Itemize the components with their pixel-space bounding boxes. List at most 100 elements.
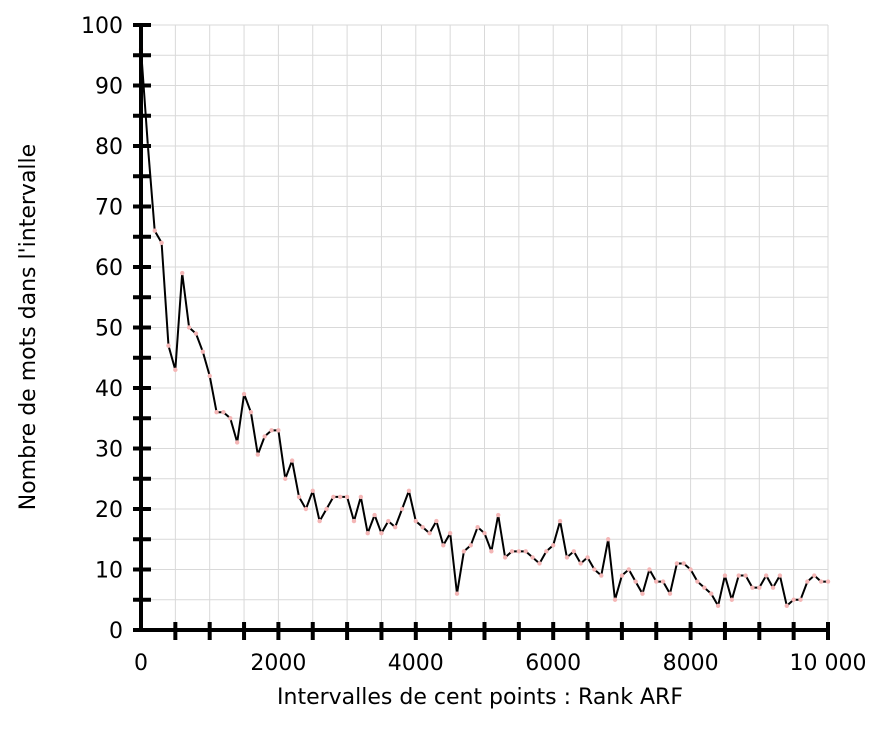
- data-point: [159, 240, 164, 245]
- data-point: [427, 531, 432, 536]
- data-point: [647, 567, 652, 572]
- y-tick-label: 10: [95, 559, 123, 584]
- data-point: [186, 325, 192, 330]
- axes: [133, 23, 830, 640]
- data-point: [757, 585, 762, 590]
- y-tick-label: 20: [95, 498, 123, 523]
- data-point: [777, 573, 783, 578]
- data-point: [262, 434, 267, 439]
- data-point: [818, 579, 824, 584]
- data-point: [825, 579, 831, 584]
- data-point: [674, 561, 680, 566]
- data-point: [180, 270, 185, 276]
- data-point: [475, 524, 480, 530]
- data-point: [612, 597, 618, 602]
- data-point: [379, 531, 384, 536]
- data-point: [695, 579, 700, 584]
- data-point: [633, 579, 638, 584]
- x-tick-label: 8000: [663, 651, 719, 676]
- data-point: [619, 573, 625, 578]
- data-point: [578, 561, 583, 566]
- data-point: [214, 410, 219, 415]
- data-point: [358, 494, 364, 500]
- data-point: [482, 531, 487, 536]
- data-point: [399, 506, 405, 512]
- y-tick-label: 40: [95, 377, 123, 402]
- data-point: [798, 597, 803, 602]
- data-point: [551, 543, 556, 548]
- data-point: [420, 524, 425, 530]
- data-point: [743, 573, 748, 578]
- data-point: [447, 531, 453, 536]
- x-tick-label: 4000: [388, 651, 444, 676]
- data-point: [338, 494, 343, 500]
- data-point: [750, 585, 755, 590]
- data-point: [654, 579, 659, 584]
- data-point: [791, 597, 796, 602]
- data-point: [331, 494, 336, 500]
- data-point: [592, 567, 597, 572]
- data-point: [537, 561, 542, 566]
- data-point: [234, 440, 240, 445]
- y-tick-label: 60: [95, 256, 123, 281]
- data-point: [392, 524, 398, 530]
- data-point: [729, 597, 735, 602]
- data-point: [269, 428, 274, 433]
- data-point: [200, 349, 206, 354]
- data-point: [241, 391, 247, 397]
- data-point: [344, 494, 350, 500]
- data-point: [351, 518, 357, 524]
- data-point: [544, 549, 549, 554]
- data-point: [207, 373, 212, 379]
- data-point: [784, 603, 789, 608]
- data-point: [303, 506, 309, 512]
- data-point: [152, 228, 157, 233]
- data-point: [763, 573, 769, 578]
- data-point: [599, 573, 604, 578]
- y-tick-label: 30: [95, 438, 123, 463]
- y-tick-label: 0: [109, 619, 123, 644]
- data-point: [276, 428, 281, 433]
- x-tick-label: 6000: [525, 651, 581, 676]
- data-point: [221, 410, 226, 415]
- data-point: [434, 518, 439, 524]
- y-axis-title: Nombre de mots dans l'intervalle: [16, 144, 41, 510]
- data-point: [688, 567, 693, 572]
- data-point: [722, 573, 728, 578]
- x-axis-title: Intervalles de cent points : Rank ARF: [277, 685, 683, 710]
- data-point: [571, 549, 577, 554]
- data-point: [530, 555, 535, 560]
- x-tick-label: 2000: [250, 651, 306, 676]
- data-point: [255, 452, 260, 457]
- data-point: [289, 458, 295, 463]
- series-group: [138, 47, 831, 608]
- data-point: [660, 579, 666, 584]
- data-point: [626, 567, 631, 572]
- data-point: [166, 343, 171, 348]
- data-point: [310, 488, 315, 494]
- data-point: [564, 555, 570, 560]
- data-point: [523, 549, 528, 554]
- data-point: [406, 488, 412, 494]
- grid-lines: [141, 24, 829, 630]
- data-point: [812, 573, 817, 578]
- y-tick-label: 50: [95, 317, 123, 342]
- data-point: [702, 585, 707, 590]
- data-point: [441, 543, 446, 548]
- data-point: [736, 573, 741, 578]
- y-tick-label: 90: [95, 75, 123, 100]
- data-point: [496, 512, 501, 518]
- data-point: [413, 518, 418, 524]
- data-point: [468, 543, 473, 548]
- data-point: [509, 549, 515, 554]
- data-point: [715, 603, 721, 608]
- data-point: [228, 416, 233, 421]
- y-tick-label: 80: [95, 135, 123, 160]
- data-point: [502, 555, 508, 560]
- data-point: [365, 531, 370, 536]
- data-point: [461, 549, 467, 554]
- data-point: [372, 512, 377, 518]
- x-tick-label: 0: [134, 651, 148, 676]
- data-point: [605, 537, 611, 542]
